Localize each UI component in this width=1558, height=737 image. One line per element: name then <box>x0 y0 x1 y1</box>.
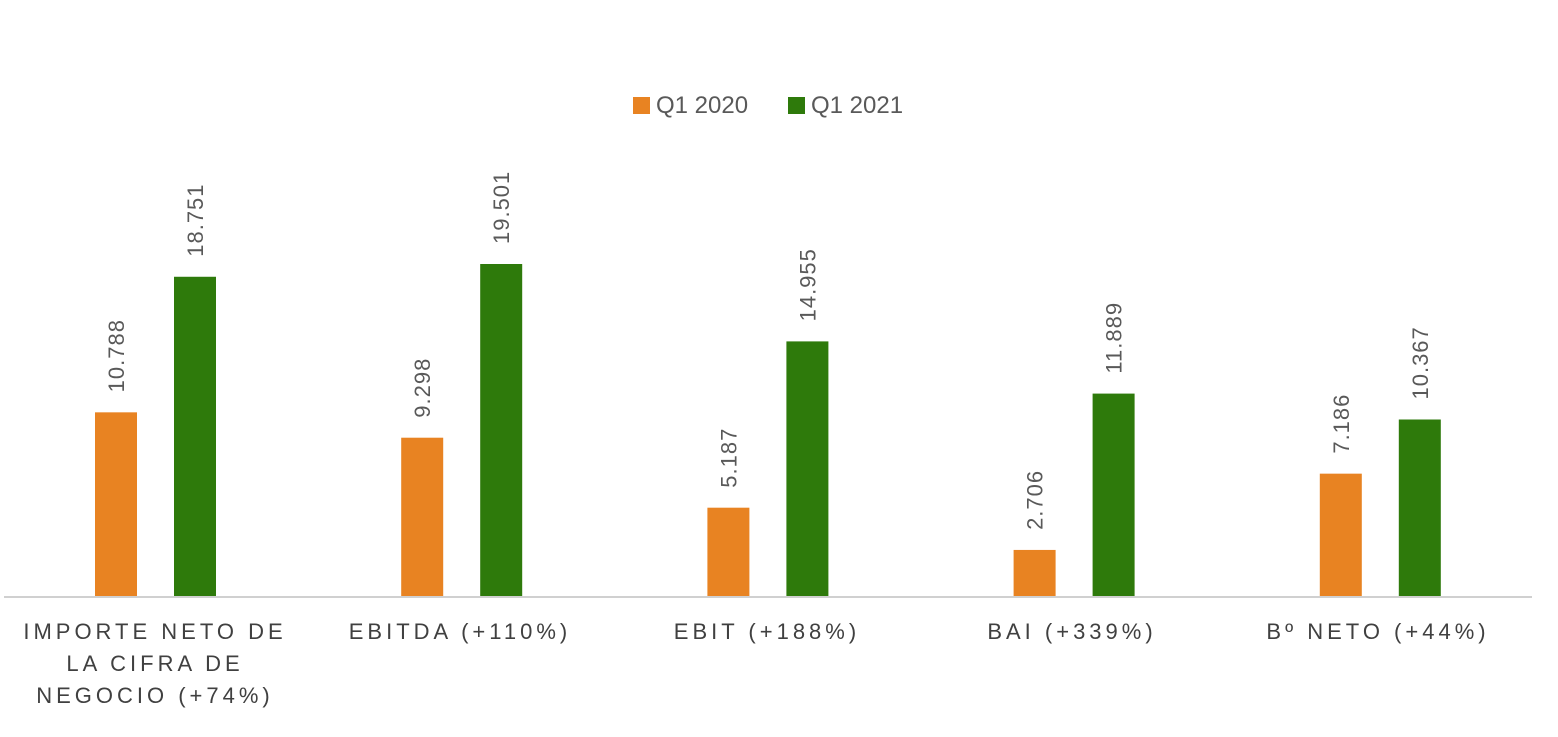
bar-s1-c2 <box>786 341 829 596</box>
value-label-s1-c0: 18.751 <box>183 183 208 256</box>
value-label-s0-c0: 10.788 <box>104 319 129 392</box>
category-label-2-line-0: EBIT (+188%) <box>674 619 860 644</box>
value-label-s0-c2: 5.187 <box>716 428 741 488</box>
bar-s0-c2 <box>707 507 750 596</box>
category-label-0-line-2: NEGOCIO (+74%) <box>36 683 274 708</box>
bar-s1-c1 <box>480 264 523 596</box>
value-label-s1-c4: 10.367 <box>1408 326 1433 399</box>
bar-s0-c3 <box>1013 549 1056 596</box>
legend-swatch-0 <box>633 97 650 114</box>
category-label-4-line-0: Bº NETO (+44%) <box>1266 619 1489 644</box>
category-labels: IMPORTE NETO DE LA CIFRA DE NEGOCIO (+74%)… <box>23 619 1489 708</box>
category-label-0-line-1: LA CIFRA DE <box>66 651 243 676</box>
value-labels: 10.788 9.298 5.187 2.706 7.186 18.751 19.501 14… <box>104 171 1433 530</box>
bar-s0-c0 <box>95 412 137 596</box>
value-label-s0-c1: 9.298 <box>410 358 435 418</box>
bar-s0-c4 <box>1319 473 1362 596</box>
bar-s1-c3 <box>1092 393 1135 596</box>
bar-s0-c1 <box>401 437 444 596</box>
bars <box>95 264 1441 596</box>
value-label-s1-c1: 19.501 <box>489 171 514 244</box>
bar-s1-c4 <box>1398 419 1441 596</box>
category-label-1-line-0: EBITDA (+110%) <box>349 619 572 644</box>
category-label-3-line-0: BAI (+339%) <box>987 619 1156 644</box>
category-label-0-line-0: IMPORTE NETO DE <box>23 619 286 644</box>
value-label-s0-c3: 2.706 <box>1023 470 1048 530</box>
legend: Q1 2020 Q1 2021 <box>633 92 903 119</box>
value-label-s0-c4: 7.186 <box>1329 394 1354 454</box>
value-label-s1-c2: 14.955 <box>795 248 820 321</box>
legend-label-0: Q1 2020 <box>656 92 748 119</box>
legend-swatch-1 <box>788 97 805 114</box>
value-label-s1-c3: 11.889 <box>1102 302 1127 374</box>
legend-label-1: Q1 2021 <box>811 92 903 119</box>
bar-s1-c0 <box>174 276 216 596</box>
